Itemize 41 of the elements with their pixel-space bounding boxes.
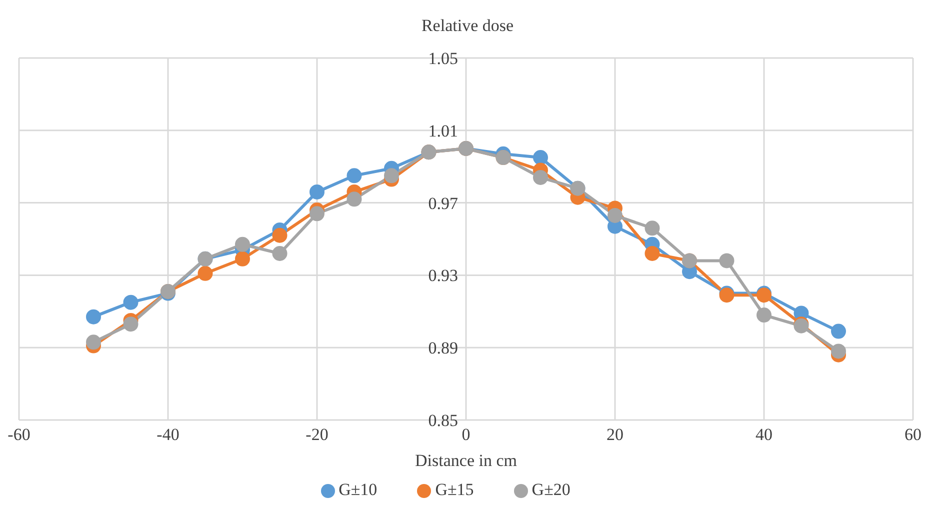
- y-tick-label: 1.05: [428, 49, 458, 68]
- x-tick-label: 20: [606, 425, 624, 444]
- legend-label: G±10: [338, 480, 378, 499]
- point: [310, 206, 324, 222]
- x-tick-label: 40: [756, 425, 772, 444]
- point: [831, 344, 846, 359]
- point: [756, 308, 772, 323]
- point: [235, 236, 250, 252]
- chart-title: Relative dose: [420, 16, 515, 36]
- y-tick-label: 1.01: [428, 121, 458, 140]
- y-tick-label: 0.93: [428, 266, 458, 286]
- point: [123, 294, 138, 310]
- point: [608, 208, 622, 223]
- point: [719, 253, 734, 268]
- point: [346, 192, 362, 207]
- point: [123, 316, 138, 332]
- legend-label: G±20: [532, 480, 570, 499]
- point: [235, 251, 250, 266]
- y-tick-label: 0.89: [428, 338, 458, 358]
- legend-label: G±15: [435, 480, 474, 499]
- x-tick-label: -40: [156, 425, 180, 444]
- point: [384, 168, 399, 184]
- point: [533, 150, 548, 166]
- point: [346, 168, 362, 184]
- x-axis-title: Distance in cm: [415, 451, 517, 470]
- point: [644, 246, 660, 261]
- point: [644, 220, 660, 236]
- y-tick-label: 0.85: [428, 411, 458, 430]
- x-tick-label: -60: [8, 425, 30, 444]
- point: [272, 228, 288, 243]
- point: [86, 334, 101, 350]
- point: [310, 184, 324, 200]
- point: [86, 309, 101, 324]
- y-tick-label: 0.97: [428, 194, 458, 213]
- x-tick-label: 0: [462, 425, 470, 444]
- point: [272, 246, 288, 261]
- x-tick-label: 60: [904, 425, 922, 444]
- point: [831, 324, 846, 339]
- point: [198, 266, 213, 281]
- point: [533, 170, 548, 185]
- x-tick-label: -20: [306, 425, 328, 444]
